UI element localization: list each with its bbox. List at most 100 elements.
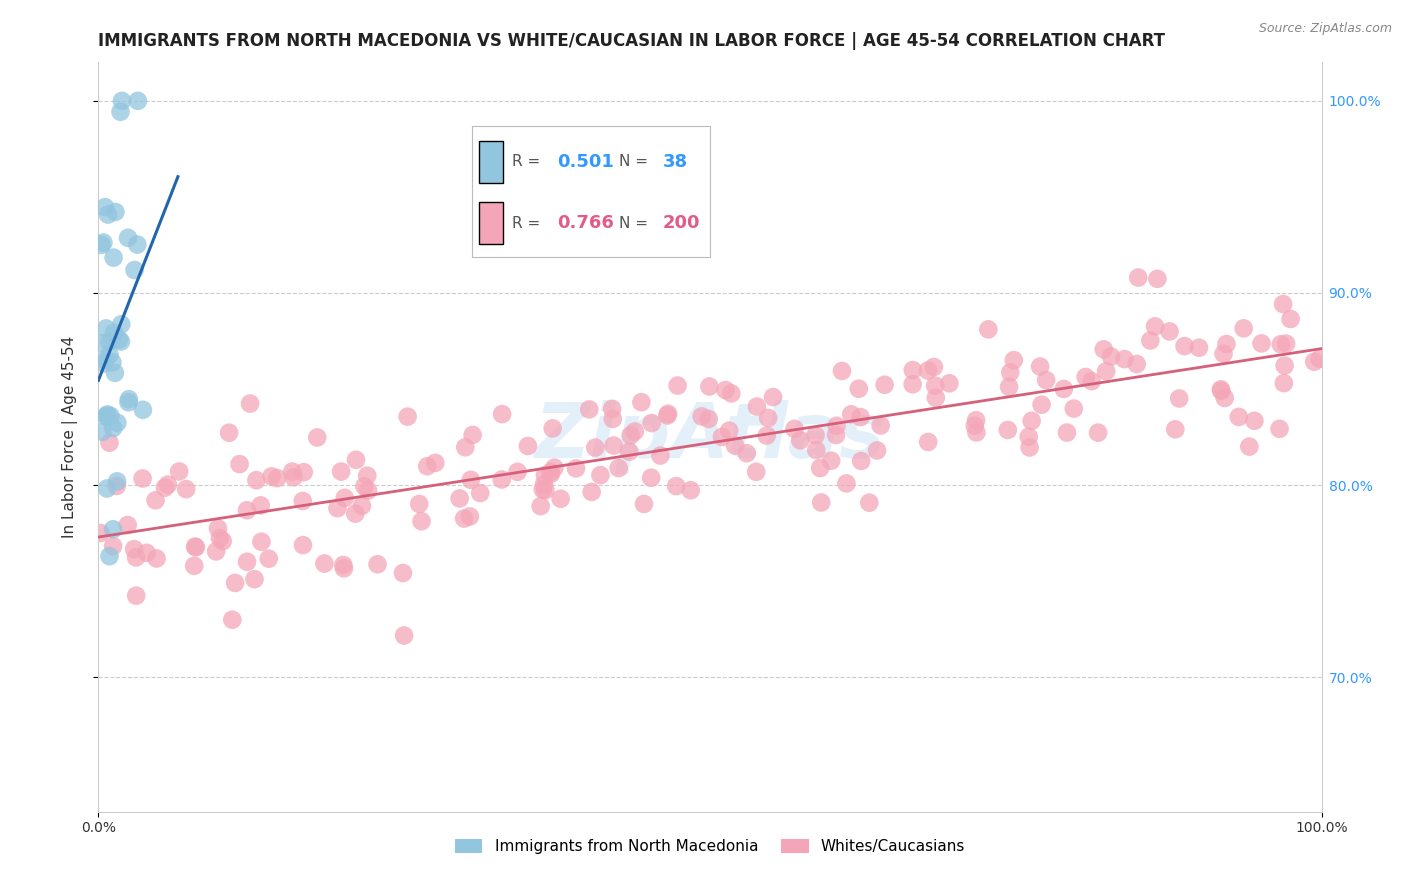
Text: IMMIGRANTS FROM NORTH MACEDONIA VS WHITE/CAUCASIAN IN LABOR FORCE | AGE 45-54 CO: IMMIGRANTS FROM NORTH MACEDONIA VS WHITE… [98, 32, 1166, 50]
Point [260, 469, 283, 483]
Point [98, 348, 121, 362]
Point [1272, 376, 1295, 391]
Point [997, 423, 1019, 437]
Point [1268, 422, 1291, 436]
Point [640, 471, 662, 485]
Point [221, 613, 243, 627]
Point [291, 494, 314, 508]
Point [292, 465, 315, 479]
Point [602, 438, 624, 452]
Point [589, 468, 612, 483]
Point [1250, 336, 1272, 351]
Point [117, 231, 139, 245]
Point [699, 379, 721, 393]
Point [1000, 365, 1022, 379]
Point [110, 104, 132, 119]
Point [332, 558, 354, 572]
Point [1279, 312, 1302, 326]
Point [145, 493, 167, 508]
Point [425, 456, 447, 470]
Point [810, 495, 832, 509]
Point [1087, 425, 1109, 440]
Point [917, 435, 939, 450]
Point [416, 459, 439, 474]
Point [1174, 339, 1197, 353]
Point [1021, 414, 1043, 428]
Point [307, 430, 329, 444]
Point [540, 465, 562, 479]
Point [89, 526, 111, 541]
Point [453, 511, 475, 525]
Point [103, 251, 125, 265]
Point [97, 208, 120, 222]
Point [578, 402, 600, 417]
Point [665, 479, 688, 493]
Point [839, 407, 862, 421]
Point [697, 412, 720, 426]
Point [458, 509, 481, 524]
Point [998, 380, 1021, 394]
Point [831, 364, 853, 378]
Point [470, 486, 492, 500]
Point [533, 477, 555, 491]
Point [901, 377, 924, 392]
Point [224, 575, 246, 590]
Point [357, 483, 380, 498]
Point [408, 497, 430, 511]
Point [333, 561, 356, 575]
Point [679, 483, 702, 498]
Point [1303, 354, 1326, 368]
Point [1029, 359, 1052, 374]
Point [111, 94, 134, 108]
Point [344, 507, 367, 521]
Point [94, 321, 117, 335]
Point [125, 550, 148, 565]
Point [104, 205, 127, 219]
Point [110, 334, 132, 349]
Point [491, 473, 513, 487]
Point [156, 477, 179, 491]
Point [461, 428, 484, 442]
Point [804, 428, 827, 442]
Point [541, 421, 564, 435]
Point [333, 491, 356, 505]
Point [1275, 336, 1298, 351]
Point [710, 430, 733, 444]
Point [1159, 325, 1181, 339]
Point [869, 418, 891, 433]
Point [98, 435, 121, 450]
Point [105, 475, 128, 489]
Point [101, 421, 124, 435]
Point [460, 473, 482, 487]
Point [540, 467, 562, 481]
Point [127, 94, 149, 108]
Point [353, 479, 375, 493]
Point [543, 460, 565, 475]
Point [534, 483, 557, 498]
Point [1243, 414, 1265, 428]
Point [1031, 398, 1053, 412]
Point [350, 499, 373, 513]
Point [1095, 364, 1118, 378]
Point [624, 425, 647, 439]
Point [211, 534, 233, 549]
Point [228, 457, 250, 471]
Point [100, 409, 122, 423]
Point [516, 439, 538, 453]
Point [820, 453, 842, 467]
Point [153, 481, 176, 495]
Point [806, 443, 828, 458]
Point [314, 557, 336, 571]
Point [218, 425, 240, 440]
Point [1053, 382, 1076, 396]
Point [250, 534, 273, 549]
Point [207, 521, 229, 535]
Point [583, 441, 606, 455]
Point [531, 483, 554, 497]
Point [105, 479, 128, 493]
Point [720, 386, 742, 401]
Point [1056, 425, 1078, 440]
Point [1074, 370, 1097, 384]
Point [1309, 351, 1331, 366]
Point [1114, 352, 1136, 367]
